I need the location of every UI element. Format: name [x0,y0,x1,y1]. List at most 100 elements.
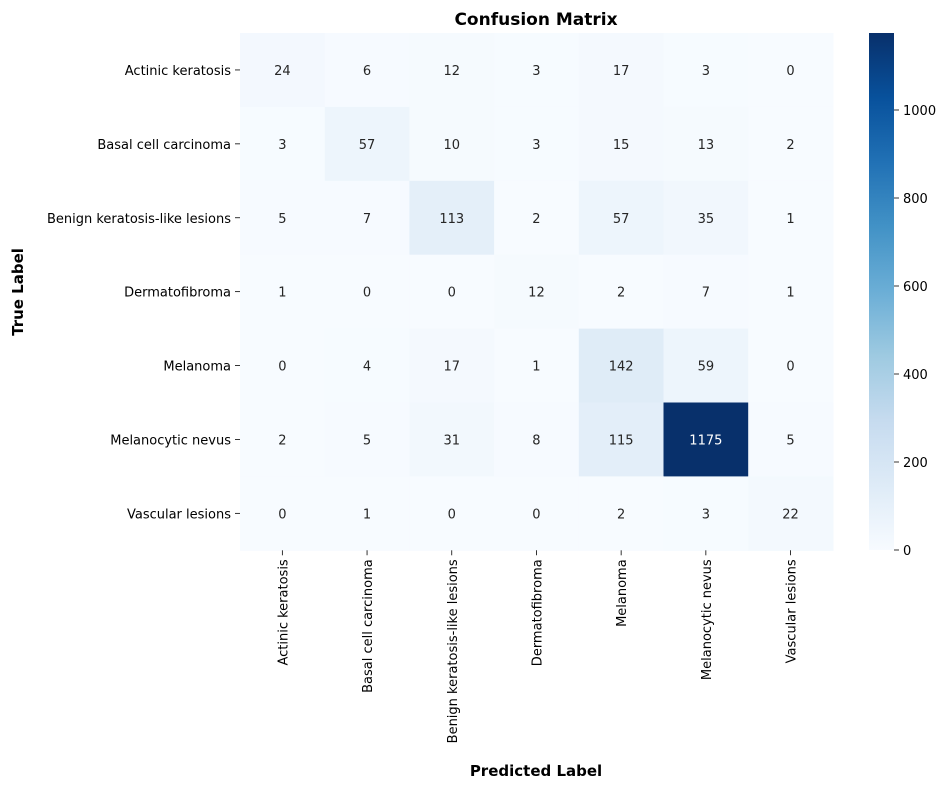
heatmap-cell [240,402,326,477]
heatmap-cell [578,254,665,330]
heatmap-cell [748,476,834,551]
cell-value-label: 24 [274,64,291,79]
x-tick-label: Dermatofibroma [530,559,545,666]
cell-value-label: 13 [698,138,715,153]
heatmap-cell [324,180,410,256]
cell-value-label: 3 [702,507,710,522]
cell-value-label: 1175 [689,433,722,448]
heatmap-cell [240,106,326,182]
cell-value-label: 3 [532,64,540,79]
x-tick-label: Basal cell carcinoma [361,559,376,693]
heatmap-cell [578,476,665,551]
heatmap-cell [240,254,326,330]
cell-value-label: 17 [443,360,460,375]
cell-value-label: 15 [613,138,630,153]
heatmap-cell [748,328,834,404]
chart-title: Confusion Matrix [454,10,617,30]
heatmap-cell [663,476,749,551]
heatmap-cell [494,402,580,477]
heatmap-cell [748,33,834,108]
y-tick-labels: Actinic keratosis Basal cell carcinoma Ben… [47,64,240,522]
cell-value-label: 22 [782,507,799,522]
y-tick-label: Dermatofibroma [124,286,231,301]
cell-value-label: 8 [532,433,540,448]
cell-value-label: 0 [448,507,456,522]
heatmap-cell [663,33,749,108]
cell-value-label: 2 [786,138,794,153]
x-tick-label: Benign keratosis-like lesions [446,559,461,743]
cell-value-label: 1 [786,286,794,301]
heatmap-cell [663,254,749,330]
cell-value-label: 2 [532,212,540,227]
cell-value-label: 3 [278,138,286,153]
y-tick-label: Vascular lesions [127,507,231,522]
heatmap-cell [409,476,495,551]
cell-value-label: 0 [786,64,794,79]
heatmap-cell [409,33,495,108]
cell-value-label: 0 [532,507,540,522]
heatmap-cell [240,476,326,551]
cell-value-label: 5 [786,433,794,448]
cell-value-label: 59 [698,360,715,375]
colorbar-ticks: 0 200 400 600 800 1000 [894,104,936,559]
heatmap-cell [748,254,834,330]
heatmap-cell [578,402,665,477]
heatmap-cell [663,328,749,404]
heatmap-cell [578,180,665,256]
x-tick-label: Vascular lesions [785,559,800,663]
heatmap-cell [663,106,749,182]
cell-value-label: 0 [278,507,286,522]
cell-value-label: 115 [609,433,634,448]
heatmap-cell [748,180,834,256]
cell-value-label: 1 [363,507,371,522]
y-tick-label: Melanocytic nevus [110,433,231,448]
cell-value-label: 7 [702,286,710,301]
heatmap-cell [748,402,834,477]
heatmap-cell [494,328,580,404]
cell-value-label: 10 [443,138,460,153]
cell-value-label: 17 [613,64,630,79]
heatmap-cell [578,328,665,404]
x-tick-label: Melanoma [615,559,630,627]
heatmap-cell [578,106,665,182]
cell-value-label: 31 [443,433,460,448]
colorbar-tick-label: 200 [903,456,928,471]
heatmap-cell [494,106,580,182]
heatmap-cell [324,33,410,108]
cell-value-label: 3 [702,64,710,79]
heatmap-cell [663,180,749,256]
y-tick-label: Benign keratosis-like lesions [47,212,231,227]
cell-value-label: 1 [532,360,540,375]
colorbar-tick-label: 400 [903,368,928,383]
x-tick-label: Actinic keratosis [276,559,291,665]
heatmap-cell [324,328,410,404]
heatmap-cell [409,254,495,330]
cell-value-label: 57 [359,138,376,153]
heatmap-cell [324,402,410,477]
heatmap-cell [240,328,326,404]
heatmap-cell [240,180,326,256]
colorbar-tick-label: 1000 [903,104,936,119]
cell-value-label: 12 [528,286,545,301]
heatmap-cell [324,476,410,551]
cell-value-label: 113 [439,212,464,227]
heatmap-cell [409,328,495,404]
heatmap-cell [409,106,495,182]
cell-value-label: 1 [278,286,286,301]
cell-value-label: 0 [278,360,286,375]
cell-value-label: 12 [443,64,460,79]
heatmap-cell [240,33,326,108]
cell-value-label: 5 [278,212,286,227]
x-tick-labels: Actinic keratosis Basal cell carcinoma Ben… [276,550,800,743]
heatmap-cell [494,180,580,256]
cell-value-label: 0 [786,360,794,375]
cell-value-label: 2 [617,286,625,301]
cell-value-label: 0 [363,286,371,301]
cell-value-label: 7 [363,212,371,227]
heatmap-cells: 24 6 12 3 17 3 03 57 10 3 15 13 25 7 113 2 57 35 11 0 0 12 2 7 1… [240,33,834,551]
cell-value-label: 1 [786,212,794,227]
x-tick-label: Melanocytic nevus [700,559,715,680]
heatmap-cell [494,33,580,108]
cell-value-label: 2 [278,433,286,448]
